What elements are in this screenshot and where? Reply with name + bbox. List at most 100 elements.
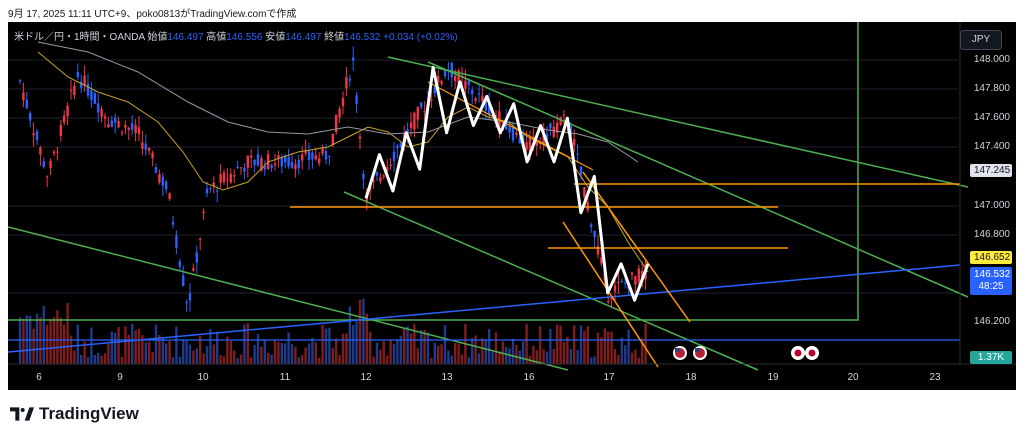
candle-body: [324, 151, 328, 160]
volume-bar: [457, 343, 460, 364]
volume-bar: [634, 349, 637, 364]
volume-bar: [178, 356, 181, 364]
price-tick: 147.400: [973, 141, 1010, 152]
candle-body: [188, 293, 192, 301]
volume-bar: [137, 328, 141, 364]
candle-body: [576, 153, 579, 155]
volume-bar: [549, 328, 552, 364]
price-tick: 146.800: [973, 229, 1010, 240]
currency-button[interactable]: JPY: [960, 30, 1002, 50]
us-flag-icon[interactable]: [693, 346, 707, 360]
volume-bar: [297, 357, 300, 364]
trendline-bottom-green: [8, 226, 569, 371]
volume-bar: [32, 328, 35, 364]
volume-bar: [127, 334, 130, 364]
volume-bar: [280, 342, 283, 364]
candle-body: [569, 126, 572, 137]
volume-bar: [52, 317, 56, 364]
volume-bar: [287, 332, 290, 364]
tradingview-logo[interactable]: TradingView: [10, 404, 139, 424]
candle-body: [467, 80, 470, 86]
volume-bar: [76, 324, 79, 364]
candle-body: [515, 132, 518, 135]
candle-body: [76, 71, 79, 78]
volume-bar: [603, 328, 606, 364]
candle-body: [39, 147, 42, 155]
volume-bar: [114, 332, 117, 364]
candle-body: [392, 151, 396, 161]
candle-body: [301, 154, 304, 161]
candle-body: [610, 297, 613, 300]
volume-bar: [413, 323, 416, 364]
candle-body: [294, 164, 297, 170]
volume-bar: [358, 299, 362, 364]
volume-bar: [450, 355, 453, 364]
volume-bar: [199, 336, 202, 364]
candle-body: [430, 99, 433, 101]
volume-bar: [86, 357, 90, 364]
candle-body: [212, 182, 215, 187]
volume-bar: [579, 325, 583, 364]
candle-body: [600, 256, 603, 264]
blue-trendline: [8, 264, 961, 353]
volume-bar: [168, 341, 171, 364]
volume-bar: [233, 350, 236, 364]
us-flag-icon[interactable]: [673, 346, 687, 360]
volume-bar: [188, 344, 192, 364]
volume-bar: [535, 350, 538, 364]
chart-legend: 米ドル／円・1時間・OANDA 始値146.497 高値146.556 安値14…: [14, 28, 458, 43]
orange-channel-lower: [562, 221, 659, 368]
candle-body: [617, 281, 620, 284]
high-value: 146.556: [226, 32, 263, 43]
volume-bar: [256, 334, 260, 364]
volume-bar: [471, 338, 474, 364]
volume-bar: [226, 336, 229, 364]
candle-body: [552, 126, 555, 137]
volume-bar: [365, 313, 368, 364]
volume-bar: [552, 348, 555, 364]
trendline-upper-green: [387, 56, 969, 188]
candle-body: [355, 95, 358, 104]
candle-body: [345, 77, 348, 89]
candle-body: [120, 132, 124, 134]
candle-body: [273, 163, 277, 166]
candle-body: [498, 111, 501, 127]
volume-bar: [66, 302, 69, 364]
candle-body: [607, 300, 610, 302]
candle-body: [556, 122, 559, 133]
volume-bar: [277, 341, 280, 364]
volume-bar: [216, 331, 219, 364]
volume-bar: [321, 324, 324, 364]
volume-bar: [426, 332, 430, 364]
volume-bar: [331, 347, 334, 364]
candle-body: [66, 105, 69, 117]
candle-body: [253, 159, 256, 166]
candle-body: [420, 102, 423, 108]
candle-body: [328, 155, 331, 157]
volume-bar: [590, 357, 593, 364]
candle-body: [134, 124, 137, 134]
green-box: [8, 22, 859, 321]
candle-body: [63, 115, 66, 123]
volume-bar: [369, 331, 372, 364]
volume-bar: [372, 356, 375, 364]
volume-bar: [559, 325, 562, 364]
date-tick: 10: [197, 372, 209, 383]
candle-body: [562, 114, 566, 116]
price-chart[interactable]: [8, 22, 1016, 390]
volume-bar: [236, 357, 239, 364]
candle-body: [290, 161, 294, 169]
volume-bar: [593, 356, 596, 364]
chart-panel[interactable]: 米ドル／円・1時間・OANDA 始値146.497 高値146.556 安値14…: [8, 22, 1016, 390]
candle-body: [18, 80, 22, 82]
jp-flag-icon[interactable]: [791, 346, 805, 360]
volume-bar: [222, 356, 226, 364]
volume-bar: [103, 353, 107, 364]
volume-bar: [284, 343, 287, 364]
jp-flag-icon[interactable]: [805, 346, 819, 360]
volume-bar: [610, 331, 613, 364]
candle-body: [222, 172, 226, 183]
volume-bar: [270, 354, 273, 364]
candle-body: [314, 155, 317, 160]
candle-body: [318, 158, 321, 164]
